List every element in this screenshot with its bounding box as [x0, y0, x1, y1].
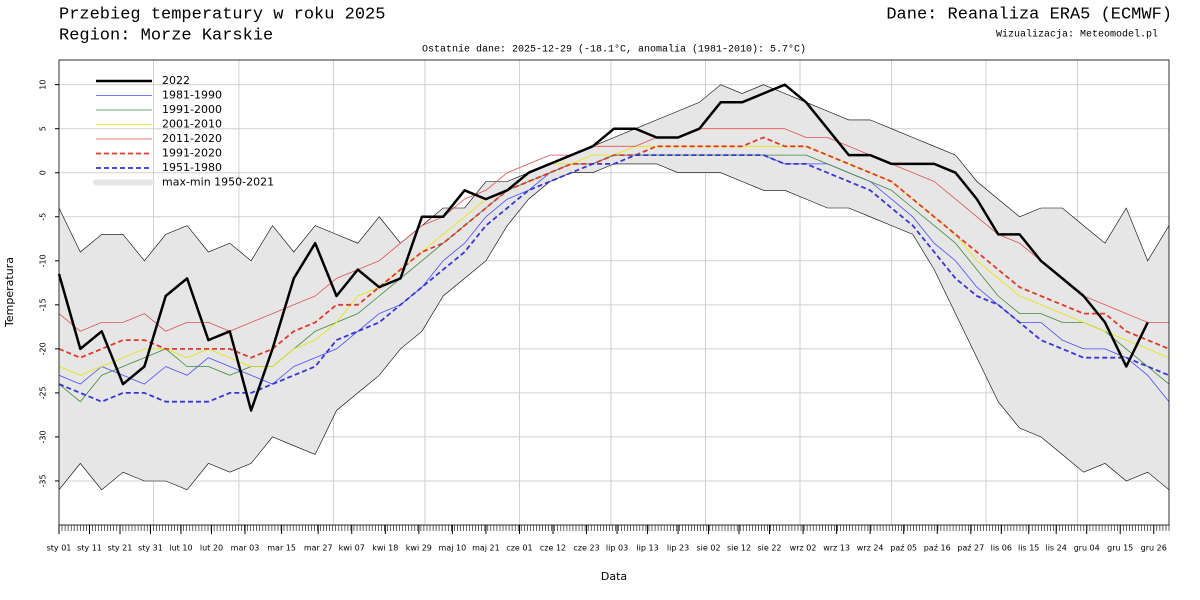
y-tick-label: -30 [39, 430, 48, 443]
subtitle: Ostatnie dane: 2025-12-29 (-18.1°C, anom… [422, 44, 806, 56]
y-tick-label: -15 [39, 298, 48, 311]
x-tick-label: mar 03 [231, 544, 260, 553]
y-tick-label: 5 [39, 126, 48, 131]
legend-label: 1991-2020 [162, 147, 222, 160]
x-tick-label: maj 10 [439, 544, 467, 553]
x-tick-label: kwi 18 [372, 544, 398, 553]
x-tick-label: sie 02 [697, 544, 721, 553]
x-tick-label: lip 03 [606, 544, 628, 553]
x-tick-label: kwi 07 [339, 544, 365, 553]
x-tick-label: sty 21 [108, 544, 133, 553]
y-tick-label: -20 [39, 342, 48, 355]
plot-frame [58, 59, 1170, 526]
legend-label: 1981-1990 [162, 89, 222, 102]
series-line [58, 136, 1170, 359]
y-tick-label: -10 [39, 254, 48, 267]
x-tick-label: cze 01 [506, 544, 532, 553]
x-tick-label: kwi 29 [406, 544, 432, 553]
legend-label: max-min 1950-2021 [162, 176, 274, 189]
x-axis-label: Data [601, 570, 627, 583]
legend-label: 2001-2010 [162, 118, 222, 131]
x-tick-label: lis 06 [991, 544, 1012, 553]
x-tick-label: lip 13 [636, 544, 658, 553]
legend-label: 1991-2000 [162, 103, 222, 116]
y-tick-label: -5 [39, 213, 48, 221]
region: Region: Morze Karskie [59, 26, 273, 45]
credit: Wizualizacja: Meteomodel.pl [996, 29, 1158, 41]
range-edge [58, 84, 1170, 262]
x-tick-label: lut 20 [200, 544, 223, 553]
series-line [58, 154, 1170, 403]
x-tick-label: wrz 02 [790, 544, 817, 553]
x-tick-label: lut 10 [169, 544, 192, 553]
x-tick-label: paź 05 [890, 544, 917, 553]
y-tick-label: -35 [39, 474, 48, 487]
x-tick-label: wrz 13 [823, 544, 850, 553]
legend-label: 2011-2020 [162, 132, 222, 145]
x-tick-label: paź 27 [957, 544, 984, 553]
x-tick-label: cze 23 [573, 544, 599, 553]
x-tick-label: maj 21 [472, 544, 500, 553]
x-tick-label: lis 24 [1045, 544, 1066, 553]
x-tick-label: paź 16 [924, 544, 951, 553]
source: Dane: Reanaliza ERA5 (ECMWF) [886, 5, 1172, 24]
x-tick-label: lis 15 [1018, 544, 1039, 553]
x-tick-label: mar 15 [267, 544, 296, 553]
y-tick-label: 10 [39, 80, 48, 90]
y-axis-label: Temperatura [3, 257, 16, 328]
legend-label: 2022 [162, 74, 190, 87]
x-tick-label: sty 11 [77, 544, 102, 553]
x-tick-label: sie 12 [727, 544, 751, 553]
x-tick-label: sty 01 [47, 544, 72, 553]
x-tick-label: gru 04 [1074, 544, 1100, 553]
y-tick-label: 0 [39, 170, 48, 175]
x-tick-label: mar 27 [304, 544, 333, 553]
y-tick-label: -25 [39, 386, 48, 399]
legend-label: 1951-1980 [162, 161, 222, 174]
x-tick-label: sty 31 [138, 544, 163, 553]
x-tick-label: cze 12 [540, 544, 566, 553]
series-line [57, 83, 1149, 412]
x-tick-label: lip 23 [667, 544, 689, 553]
x-tick-label: gru 26 [1141, 544, 1167, 553]
series-line [58, 128, 1169, 332]
range-band [59, 84, 1169, 490]
x-tick-label: wrz 24 [857, 544, 884, 553]
x-tick-label: gru 15 [1107, 544, 1133, 553]
chart-title: Przebieg temperatury w roku 2025 [59, 5, 385, 24]
x-tick-label: sie 22 [757, 544, 781, 553]
